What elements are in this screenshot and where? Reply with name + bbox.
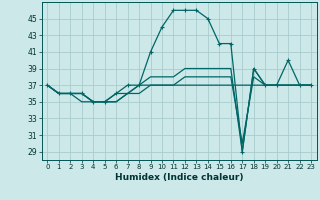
X-axis label: Humidex (Indice chaleur): Humidex (Indice chaleur) (115, 173, 244, 182)
